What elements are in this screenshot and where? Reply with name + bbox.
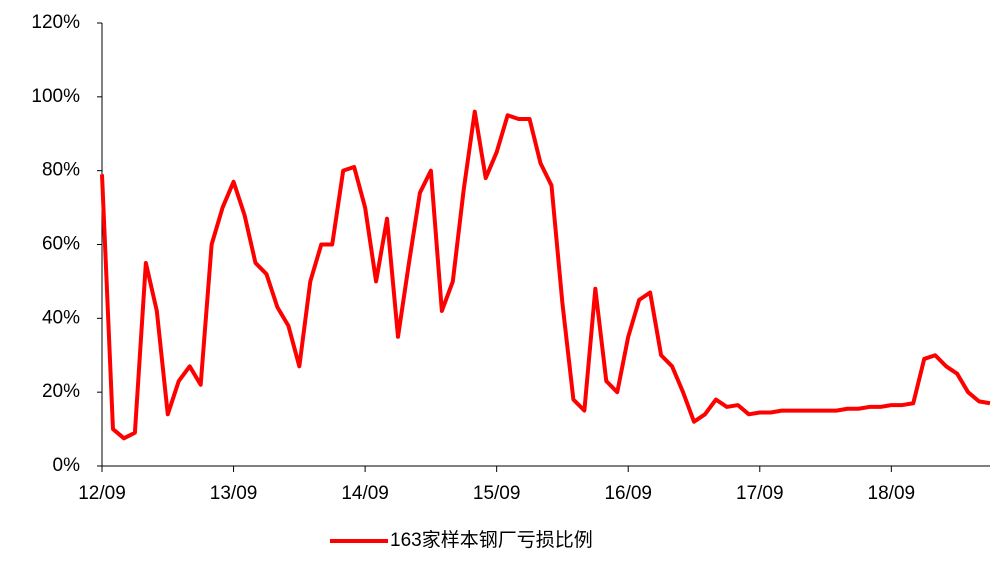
y-tick-label: 20% bbox=[42, 381, 80, 402]
x-tick-label: 14/09 bbox=[341, 483, 389, 504]
x-tick-label: 18/09 bbox=[868, 483, 916, 504]
y-tick-label: 0% bbox=[53, 455, 81, 476]
legend-label: 163家样本钢厂亏损比例 bbox=[390, 529, 593, 551]
x-tick-label: 17/09 bbox=[736, 483, 784, 504]
x-tick-label: 15/09 bbox=[473, 483, 521, 504]
x-tick-label: 13/09 bbox=[210, 483, 258, 504]
x-tick-label: 16/09 bbox=[604, 483, 652, 504]
y-tick-label: 60% bbox=[42, 234, 80, 255]
y-tick-label: 80% bbox=[42, 160, 80, 181]
x-tick-label: 12/09 bbox=[78, 483, 126, 504]
series-line bbox=[100, 109, 991, 441]
y-tick-label: 100% bbox=[31, 86, 80, 107]
y-tick-label: 120% bbox=[31, 12, 80, 33]
y-tick-label: 40% bbox=[42, 307, 80, 328]
